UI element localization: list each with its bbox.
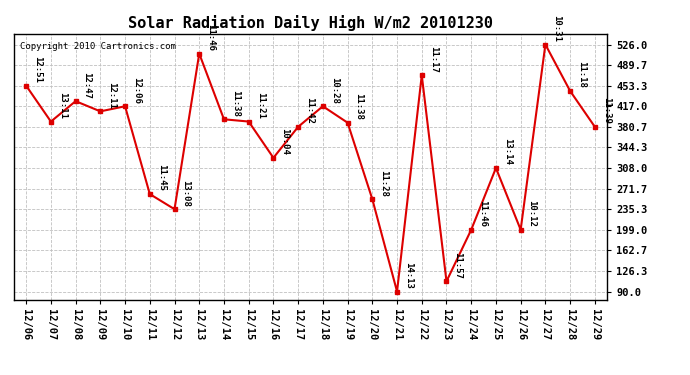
Text: 10:04: 10:04 <box>280 128 289 155</box>
Text: 11:17: 11:17 <box>428 46 437 72</box>
Text: 11:18: 11:18 <box>577 62 586 88</box>
Title: Solar Radiation Daily High W/m2 20101230: Solar Radiation Daily High W/m2 20101230 <box>128 15 493 31</box>
Text: 11:28: 11:28 <box>380 170 388 196</box>
Text: 11:39: 11:39 <box>602 97 611 124</box>
Text: 10:12: 10:12 <box>528 200 537 227</box>
Text: 12:11: 12:11 <box>107 82 117 109</box>
Text: 14:13: 14:13 <box>404 262 413 289</box>
Text: 11:21: 11:21 <box>255 92 265 119</box>
Text: 12:06: 12:06 <box>132 76 141 104</box>
Text: 11:38: 11:38 <box>355 93 364 120</box>
Text: 11:38: 11:38 <box>231 90 240 117</box>
Text: Copyright 2010 Cartronics.com: Copyright 2010 Cartronics.com <box>20 42 176 51</box>
Text: 10:31: 10:31 <box>552 15 562 42</box>
Text: 11:57: 11:57 <box>453 252 462 279</box>
Text: 11:42: 11:42 <box>305 97 314 124</box>
Text: 10:28: 10:28 <box>330 76 339 104</box>
Text: 11:46: 11:46 <box>478 200 487 227</box>
Text: 11:45: 11:45 <box>157 164 166 191</box>
Text: 11:46: 11:46 <box>206 24 215 51</box>
Text: 12:51: 12:51 <box>33 56 42 83</box>
Text: 13:08: 13:08 <box>181 180 190 206</box>
Text: 12:47: 12:47 <box>83 72 92 98</box>
Text: 13:11: 13:11 <box>58 92 67 119</box>
Text: 13:14: 13:14 <box>503 138 512 165</box>
